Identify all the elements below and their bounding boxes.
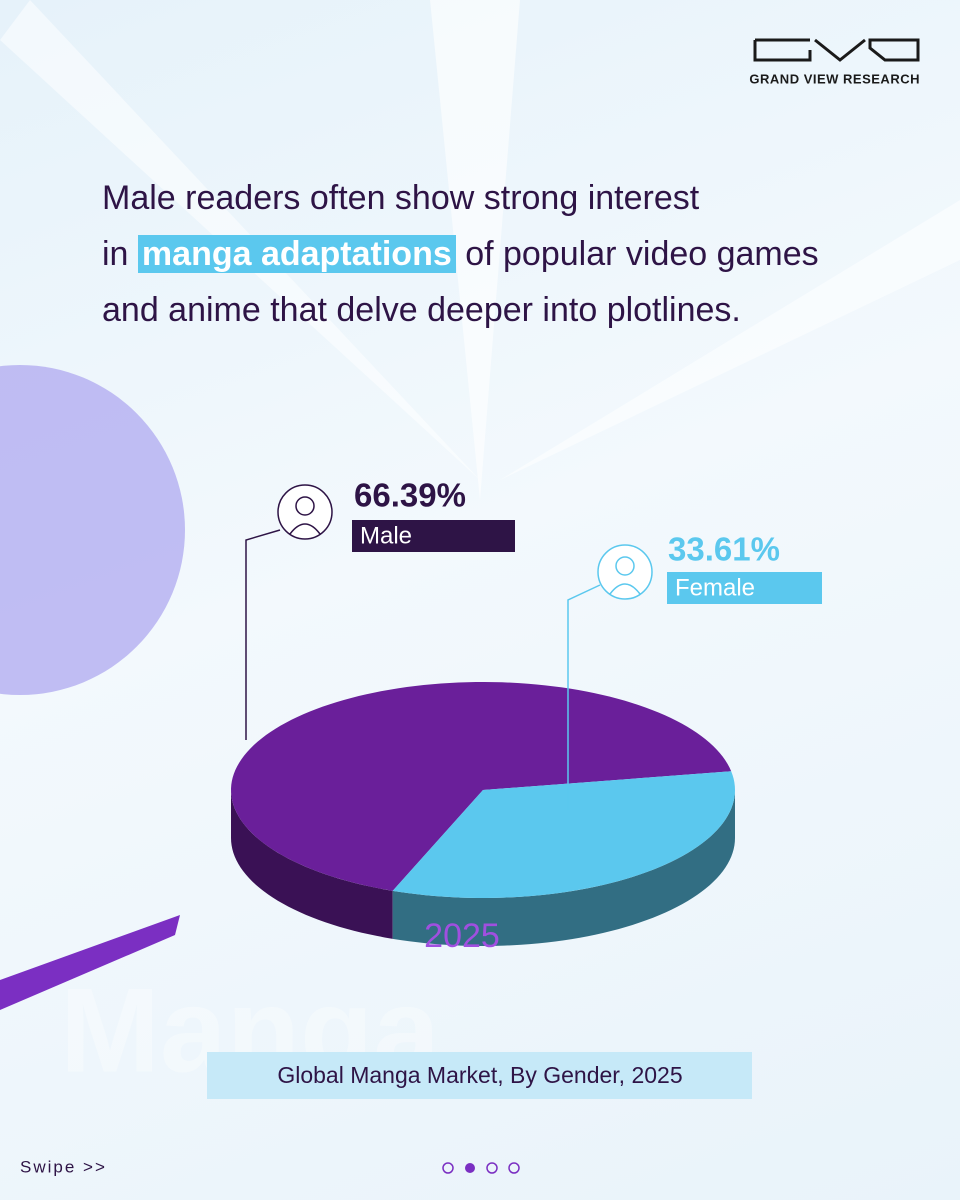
page-dot (442, 1162, 454, 1174)
slice (231, 682, 732, 891)
page-dot (508, 1162, 520, 1174)
value-label: 66.39% (354, 477, 466, 514)
icon-body (609, 583, 641, 595)
icon-circle (277, 484, 333, 540)
slice-side (392, 790, 735, 946)
icon-body (289, 523, 321, 535)
light-ray (500, 200, 960, 480)
page-dot (465, 1163, 475, 1173)
legend-label: Male (360, 522, 412, 549)
logo-g (753, 38, 812, 62)
light-ray (430, 0, 520, 500)
legend-swatch (352, 520, 515, 552)
legend-label: Female (675, 574, 755, 601)
callout: 33.61% Female (567, 531, 822, 810)
headline-text: and anime that delve deeper into plotlin… (102, 291, 741, 329)
headline-text: of popular video games (465, 235, 819, 273)
leader-line (567, 584, 601, 810)
brand: GRAND VIEW RESEARCH (749, 71, 920, 86)
headline-text: Male readers often show strong interest (102, 179, 700, 217)
headline-highlight: manga adaptations (137, 235, 456, 273)
leader-line (245, 529, 281, 740)
icon-head (615, 556, 635, 576)
slice (392, 771, 735, 898)
headline: Male readers often show strong interest i… (102, 170, 922, 338)
callout: 66.39% Male (245, 477, 515, 740)
logo-v (814, 38, 866, 62)
logo (753, 38, 920, 62)
chart-title: Global Manga Market, By Gender, 2025 (277, 1062, 682, 1088)
headline-text: in (102, 235, 129, 273)
center-label: 2025 (424, 917, 500, 955)
value-label: 33.61% (668, 531, 780, 568)
legend-swatch (667, 572, 822, 604)
decor-circle (0, 365, 185, 695)
icon-head (295, 496, 315, 516)
decor-blade (0, 915, 180, 1010)
page-dot (486, 1162, 498, 1174)
slice-side (231, 790, 393, 939)
icon-circle (597, 544, 653, 600)
swipe: Swipe >> (20, 1157, 107, 1176)
title-box (207, 1052, 752, 1099)
pagination (442, 1162, 520, 1174)
logo-r (868, 38, 920, 62)
